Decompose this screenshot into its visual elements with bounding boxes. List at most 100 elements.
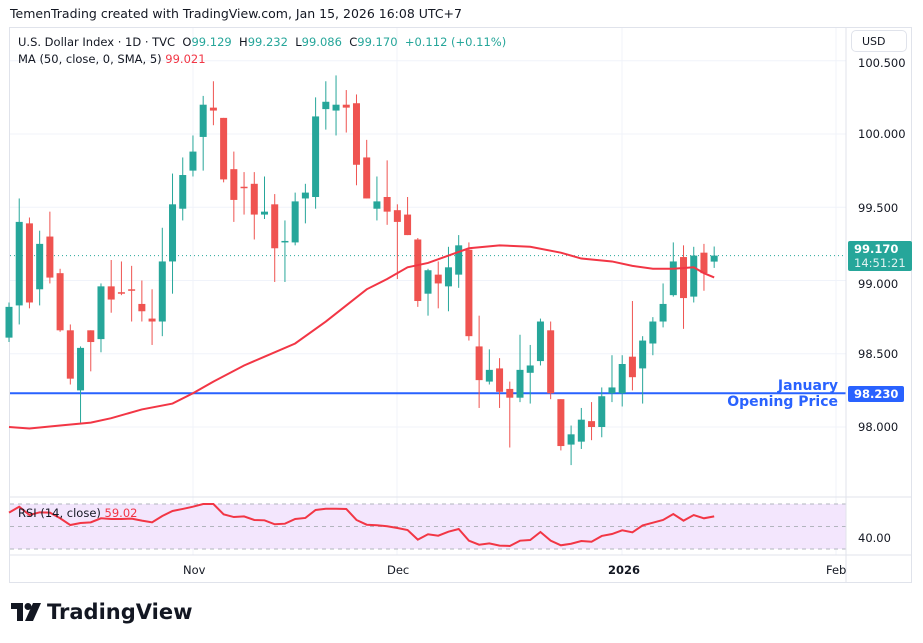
candle-body <box>36 243 44 290</box>
candle <box>373 176 381 221</box>
open-value: 99.129 <box>191 35 232 49</box>
rsi-label: RSI (14, close) <box>18 506 101 520</box>
candle-body <box>588 421 596 427</box>
candle-body <box>87 330 95 343</box>
candle <box>485 349 493 385</box>
candle <box>424 268 432 316</box>
candle <box>199 95 207 171</box>
low-value: 99.086 <box>301 35 342 49</box>
candle-body <box>393 210 401 222</box>
candle-body <box>547 330 555 394</box>
candle <box>680 245 688 329</box>
candle-body <box>618 364 626 394</box>
currency-button[interactable]: USD <box>851 30 907 52</box>
rsi-legend[interactable]: RSI (14, close) 59.02 <box>18 506 137 520</box>
candle <box>536 318 544 366</box>
candle-body <box>506 388 514 398</box>
candle-body <box>475 346 483 381</box>
candle <box>25 217 33 309</box>
candle-body <box>15 221 23 306</box>
candle-body <box>261 211 268 215</box>
high-value: 99.232 <box>247 35 288 49</box>
symbol-label[interactable]: U.S. Dollar Index · 1D · TVC <box>18 35 176 49</box>
candle <box>36 230 44 306</box>
candle <box>526 344 534 404</box>
candle-body <box>710 255 718 262</box>
candle <box>312 97 320 209</box>
annotation-line-1: January <box>777 378 838 394</box>
candle <box>649 317 657 356</box>
candle <box>588 402 596 441</box>
candle-body <box>363 157 371 199</box>
chart-credit: TemenTrading created with TradingView.co… <box>10 6 462 21</box>
candle-body <box>444 267 452 287</box>
candle <box>628 301 636 391</box>
ohlc-legend: U.S. Dollar Index · 1D · TVC O99.129 H99… <box>18 35 506 49</box>
candle <box>383 160 391 225</box>
price-tick: 100.000 <box>858 127 906 141</box>
candle <box>87 330 95 372</box>
candle-body <box>128 289 136 291</box>
candle <box>465 242 473 341</box>
candle-body <box>250 183 258 215</box>
candle-body <box>557 399 565 447</box>
candle <box>250 172 258 240</box>
change-value: +0.112 (+0.11%) <box>404 35 507 49</box>
ma50-line <box>8 244 715 430</box>
candle-body <box>56 273 64 331</box>
candle-body <box>567 434 575 445</box>
candle <box>138 280 146 322</box>
candle <box>608 355 616 403</box>
candle-body <box>342 104 350 108</box>
candle <box>97 283 105 353</box>
january-open-annotation[interactable]: January Opening Price <box>727 378 838 410</box>
price-tick: 98.000 <box>858 420 899 434</box>
candle <box>240 172 248 215</box>
candle-body <box>598 396 606 427</box>
candle <box>342 90 350 133</box>
candle <box>220 117 228 183</box>
low-label: L <box>295 35 302 49</box>
candle <box>77 346 85 423</box>
time-tick: Nov <box>183 563 206 577</box>
candle <box>414 238 422 307</box>
candle <box>710 246 718 268</box>
ma-label: MA (50, close, 0, SMA, 5) <box>18 52 162 66</box>
candle-body <box>383 196 391 212</box>
candle-body <box>516 369 524 398</box>
candle-body <box>230 169 238 200</box>
candle <box>209 81 217 126</box>
time-tick: Dec <box>387 563 410 577</box>
candle-body <box>209 107 217 111</box>
candle-body <box>97 286 105 340</box>
candle <box>506 381 514 448</box>
candle-body <box>352 103 360 165</box>
candle <box>189 135 197 177</box>
ma-legend[interactable]: MA (50, close, 0, SMA, 5) 99.021 <box>18 52 206 66</box>
candle <box>475 315 483 408</box>
tradingview-logo-icon <box>11 603 41 621</box>
candle <box>352 94 360 186</box>
candle-body <box>608 387 616 394</box>
candle-body <box>169 204 177 262</box>
candle-body <box>434 274 442 284</box>
candle <box>598 387 606 438</box>
time-tick: 2026 <box>608 563 641 577</box>
candle <box>496 358 504 408</box>
candle <box>271 194 279 282</box>
ma-value: 99.021 <box>165 52 206 66</box>
candle-body <box>485 369 493 382</box>
candle-body <box>271 204 279 249</box>
candle-body <box>414 239 422 302</box>
candle <box>567 425 575 466</box>
grid-lines <box>10 28 846 555</box>
candle-body <box>639 340 647 369</box>
candle <box>15 198 23 325</box>
candle-body <box>526 365 534 373</box>
tradingview-logo[interactable]: TradingView <box>11 600 192 624</box>
candle-body <box>404 214 412 236</box>
price-tick: 99.500 <box>858 201 899 215</box>
rsi-tick: 40.00 <box>858 531 891 545</box>
candle <box>618 355 626 407</box>
